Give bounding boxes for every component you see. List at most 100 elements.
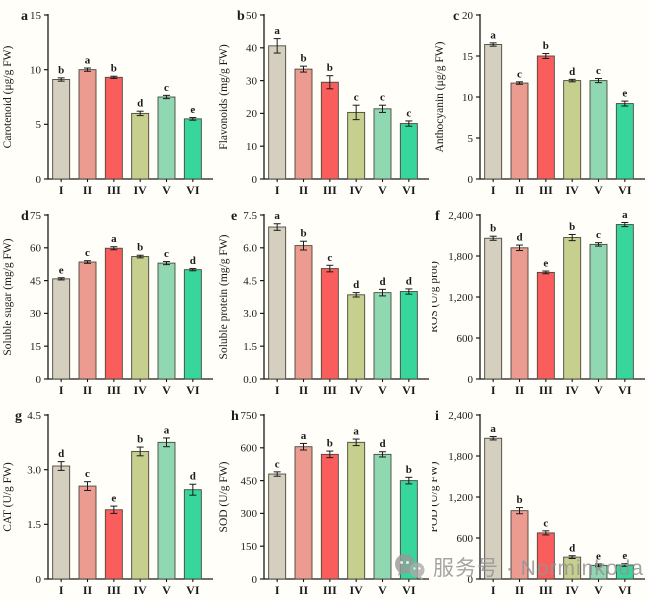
- x-tick-label-II: II: [515, 383, 525, 397]
- panel-i-chart: i POD (U/g FW) 0 600 1,200 1,800 2,400 a Ib II c II…: [428, 409, 645, 597]
- panel-f-chart: f ROS (U/g prot) 0 600 1,200 1,800 2,400 b Id II e…: [428, 209, 645, 397]
- sig-letter-VI: a: [622, 209, 628, 221]
- x-tick-label-VI: VI: [402, 383, 416, 397]
- y-tick-label: 20: [246, 108, 258, 120]
- bar-III: [104, 247, 123, 380]
- y-tick-label: 4.5: [243, 275, 257, 287]
- sig-letter-I: b: [490, 223, 496, 235]
- sig-letter-V: a: [164, 424, 170, 436]
- sig-letter-IV: b: [569, 221, 575, 233]
- bar-V: [157, 441, 176, 580]
- y-tick-label: 600: [241, 443, 258, 455]
- x-tick-label-VI: VI: [186, 583, 200, 597]
- y-tick-label: 50: [246, 10, 258, 22]
- x-tick-label-II: II: [515, 183, 525, 197]
- y-tick-label: 1,200: [448, 492, 473, 504]
- sig-letter-VI: b: [406, 464, 412, 476]
- y-tick-label: 0: [468, 374, 474, 386]
- bar-VI: [615, 564, 634, 580]
- y-axis-label: Soluble protein (mg/g FW): [218, 234, 230, 359]
- bar-III: [104, 76, 123, 180]
- bar-II: [510, 247, 529, 380]
- bar-I: [484, 437, 503, 580]
- sig-letter-I: a: [490, 29, 496, 41]
- x-tick-label-V: V: [378, 183, 387, 197]
- y-tick-label: 3.0: [243, 308, 257, 320]
- x-tick-label-IV: IV: [133, 183, 147, 197]
- x-tick-label-I: I: [275, 583, 280, 597]
- bar-II: [294, 446, 313, 580]
- bar-IV: [347, 111, 366, 180]
- sig-letter-II: c: [85, 247, 90, 259]
- bar-IV: [131, 256, 150, 380]
- y-tick-label: 1,200: [448, 292, 473, 304]
- sig-letter-IV: b: [137, 434, 143, 446]
- bar-II: [294, 245, 313, 380]
- panel-letter: c: [453, 9, 459, 24]
- panel-e: e Soluble protein (mg/g FW) 0.0 1.5 3.0 4.5 6.…: [216, 200, 432, 400]
- sig-letter-II: a: [301, 430, 307, 442]
- bar-V: [589, 80, 608, 180]
- y-tick-label: 1,800: [448, 251, 473, 263]
- x-tick-label-V: V: [594, 583, 603, 597]
- y-axis-label: Flavonoids (mg/g FW): [218, 44, 230, 150]
- bar-VI: [615, 224, 634, 380]
- bar-V: [373, 108, 392, 180]
- panel-a-chart: a Carotenoid (μg/g FW) 0 5 10 15 b Ia II b III d IV c…: [2, 9, 213, 197]
- sig-letter-V: c: [164, 82, 169, 94]
- y-tick-label: 0: [36, 374, 42, 386]
- x-tick-label-VI: VI: [618, 583, 632, 597]
- x-tick-label-II: II: [299, 183, 309, 197]
- x-tick-label-II: II: [299, 383, 309, 397]
- sig-letter-VI: d: [190, 471, 196, 483]
- bar-VI: [399, 123, 418, 180]
- panel-letter: h: [231, 409, 239, 424]
- x-tick-label-I: I: [491, 183, 496, 197]
- bar-III: [104, 509, 123, 580]
- bar-II: [78, 261, 97, 380]
- y-tick-label: 1.5: [27, 519, 41, 531]
- x-tick-label-I: I: [275, 383, 280, 397]
- panel-letter: g: [15, 409, 22, 424]
- sig-letter-IV: c: [354, 92, 359, 104]
- sig-letter-II: b: [300, 228, 306, 240]
- panel-letter: d: [21, 209, 29, 224]
- bar-I: [52, 79, 71, 180]
- sig-letter-II: b: [300, 53, 306, 65]
- x-tick-label-IV: IV: [133, 583, 147, 597]
- sig-letter-V: d: [379, 276, 385, 288]
- bar-III: [536, 532, 555, 580]
- sig-letter-II: c: [517, 68, 522, 80]
- x-tick-label-VI: VI: [186, 183, 200, 197]
- sig-letter-VI: d: [190, 255, 196, 267]
- y-tick-label: 10: [30, 64, 42, 76]
- y-tick-label: 3.0: [27, 464, 41, 476]
- x-tick-label-IV: IV: [349, 583, 363, 597]
- panel-g-chart: g CAT (U/g FW) 0 1.5 3.0 4.5 d Ic II e III b IV a Vd VI: [2, 409, 213, 597]
- y-tick-label: 1.5: [243, 341, 257, 353]
- y-tick-label: 600: [457, 333, 474, 345]
- x-tick-label-I: I: [59, 583, 64, 597]
- bar-VI: [183, 489, 202, 580]
- y-axis-label: POD (U/g FW): [432, 461, 440, 532]
- x-tick-label-II: II: [83, 583, 93, 597]
- sig-letter-VI: d: [406, 275, 412, 287]
- x-tick-label-III: III: [539, 183, 553, 197]
- x-tick-label-IV: IV: [349, 183, 363, 197]
- bar-III: [320, 81, 339, 180]
- panel-letter: i: [435, 409, 439, 424]
- sig-letter-III: b: [543, 40, 549, 52]
- x-tick-label-IV: IV: [133, 383, 147, 397]
- bar-II: [294, 68, 313, 180]
- x-tick-label-V: V: [594, 183, 603, 197]
- sig-letter-III: c: [327, 252, 332, 264]
- y-tick-label: 2,400: [448, 210, 473, 222]
- x-tick-label-II: II: [83, 383, 93, 397]
